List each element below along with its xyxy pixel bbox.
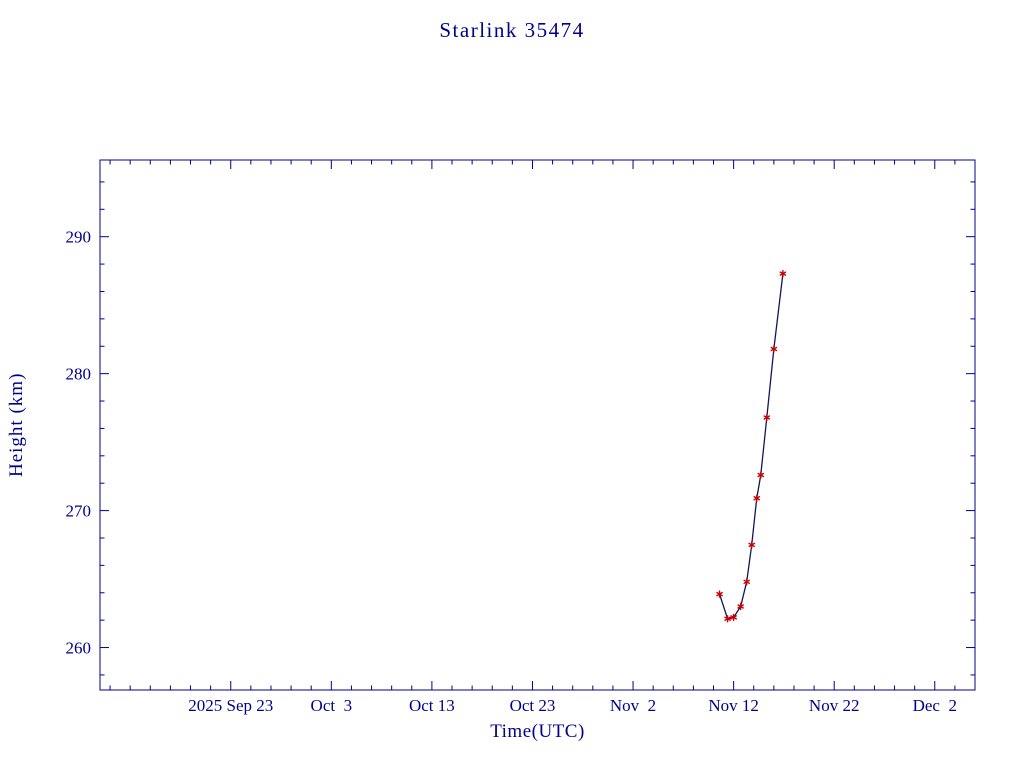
svg-text:Oct 23: Oct 23 <box>510 696 556 715</box>
svg-text:Oct 13: Oct 13 <box>409 696 455 715</box>
svg-text:Dec 2: Dec 2 <box>913 696 957 715</box>
svg-text:Nov 12: Nov 12 <box>708 696 759 715</box>
svg-text:Nov 22: Nov 22 <box>809 696 860 715</box>
x-axis-label: Time(UTC) <box>490 721 585 742</box>
svg-text:Nov 2: Nov 2 <box>610 696 656 715</box>
svg-text:Oct 3: Oct 3 <box>311 696 353 715</box>
svg-text:260: 260 <box>66 639 92 658</box>
chart-title: Starlink 35474 <box>439 18 585 42</box>
svg-text:270: 270 <box>66 502 92 521</box>
svg-text:280: 280 <box>66 365 92 384</box>
svg-text:2025 Sep 23: 2025 Sep 23 <box>188 696 273 715</box>
svg-text:290: 290 <box>66 228 92 247</box>
